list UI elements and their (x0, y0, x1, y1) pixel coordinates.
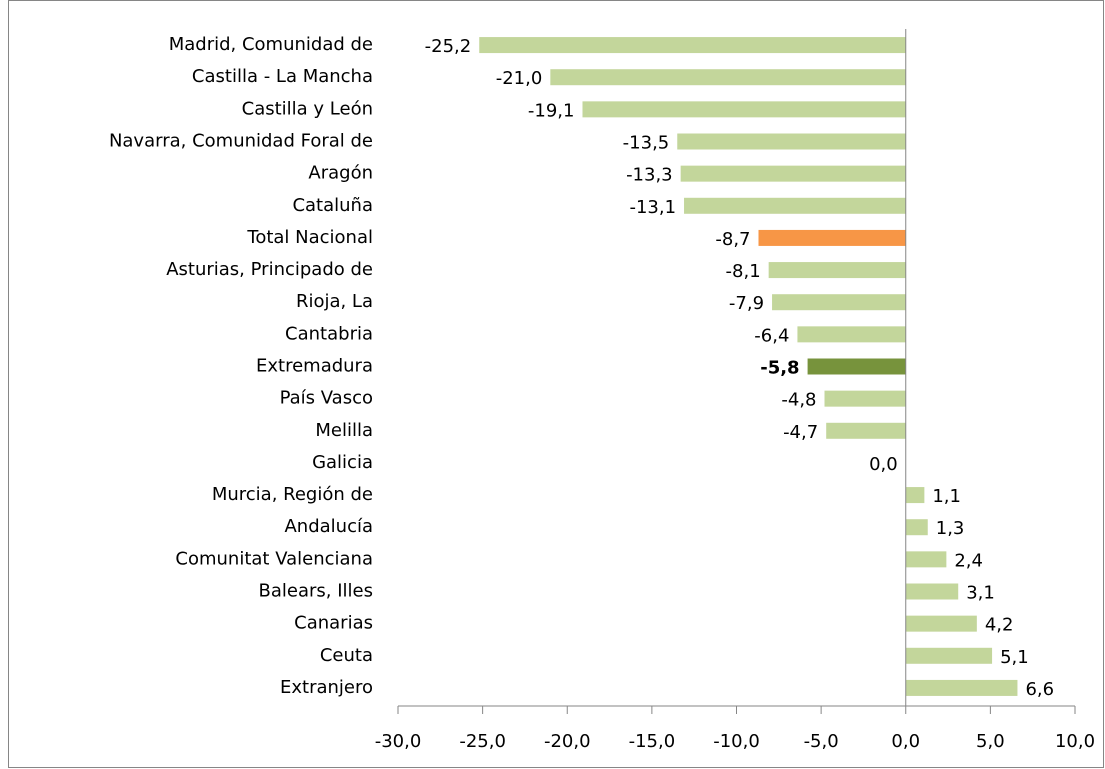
value-label: 4,2 (985, 615, 1014, 636)
category-label: Castilla y León (242, 98, 373, 119)
category-label: Rioja, La (296, 291, 373, 312)
bar (807, 358, 906, 375)
value-label: -4,8 (781, 390, 816, 411)
bar (905, 647, 993, 664)
bar (684, 197, 906, 214)
bar (677, 133, 906, 150)
x-tick-label: 5,0 (976, 731, 1005, 752)
value-label: -8,1 (726, 261, 761, 282)
bar (550, 69, 906, 86)
bar (479, 37, 906, 54)
category-label: Balears, Illes (259, 581, 373, 602)
x-tick-label: -10,0 (713, 731, 760, 752)
value-label: 6,6 (1025, 679, 1054, 700)
value-label: 2,4 (954, 550, 983, 571)
bar (824, 390, 906, 407)
category-label: Cataluña (292, 195, 373, 216)
bar (905, 615, 977, 632)
bar (905, 551, 947, 568)
category-label: Ceuta (320, 645, 373, 666)
bar (797, 326, 906, 343)
category-label: Melilla (315, 420, 373, 441)
bar (582, 101, 906, 118)
value-label: -5,8 (760, 358, 799, 379)
value-label: -21,0 (496, 68, 543, 89)
category-label: Andalucía (284, 516, 373, 537)
value-label: -13,1 (629, 197, 676, 218)
category-label: Cantabria (285, 323, 373, 344)
category-label: Navarra, Comunidad Foral de (109, 131, 373, 152)
category-label: Extranjero (280, 677, 373, 698)
category-label: Extremadura (256, 356, 373, 377)
category-label: Aragón (308, 163, 373, 184)
bar (772, 294, 906, 311)
value-label: 1,1 (932, 486, 961, 507)
category-label: Total Nacional (246, 227, 373, 248)
value-label: 0,0 (869, 454, 898, 475)
category-label: Asturias, Principado de (166, 259, 373, 280)
category-label: Galicia (312, 452, 373, 473)
x-tick-label: -5,0 (804, 731, 839, 752)
value-label: -19,1 (528, 100, 575, 121)
category-label: Comunitat Valenciana (175, 548, 373, 569)
value-label: -25,2 (425, 36, 472, 57)
bar (905, 519, 928, 536)
value-label: -7,9 (729, 293, 764, 314)
value-label: -13,3 (626, 165, 673, 186)
x-tick-label: -15,0 (629, 731, 676, 752)
bar (905, 679, 1018, 696)
category-label: Canarias (294, 613, 373, 634)
x-tick-label: -20,0 (544, 731, 591, 752)
x-tick-label: -30,0 (375, 731, 422, 752)
value-label: -8,7 (715, 229, 750, 250)
bar (905, 583, 959, 600)
bar (826, 422, 906, 439)
category-label: País Vasco (280, 388, 373, 409)
bar (758, 229, 906, 246)
value-label: -13,5 (623, 133, 670, 154)
category-label: Murcia, Región de (212, 484, 373, 505)
x-tick-label: 0,0 (891, 731, 920, 752)
bar (905, 487, 925, 504)
category-label: Madrid, Comunidad de (169, 34, 373, 55)
bar (680, 165, 906, 182)
value-label: -4,7 (783, 422, 818, 443)
x-tick-label: 10,0 (1055, 731, 1095, 752)
value-label: 1,3 (936, 518, 965, 539)
value-label: -6,4 (754, 325, 789, 346)
value-label: 5,1 (1000, 647, 1029, 668)
x-tick-label: -25,0 (459, 731, 506, 752)
value-label: 3,1 (966, 583, 995, 604)
chart-frame (8, 0, 1104, 768)
bar (768, 262, 906, 279)
category-label: Castilla - La Mancha (192, 66, 373, 87)
